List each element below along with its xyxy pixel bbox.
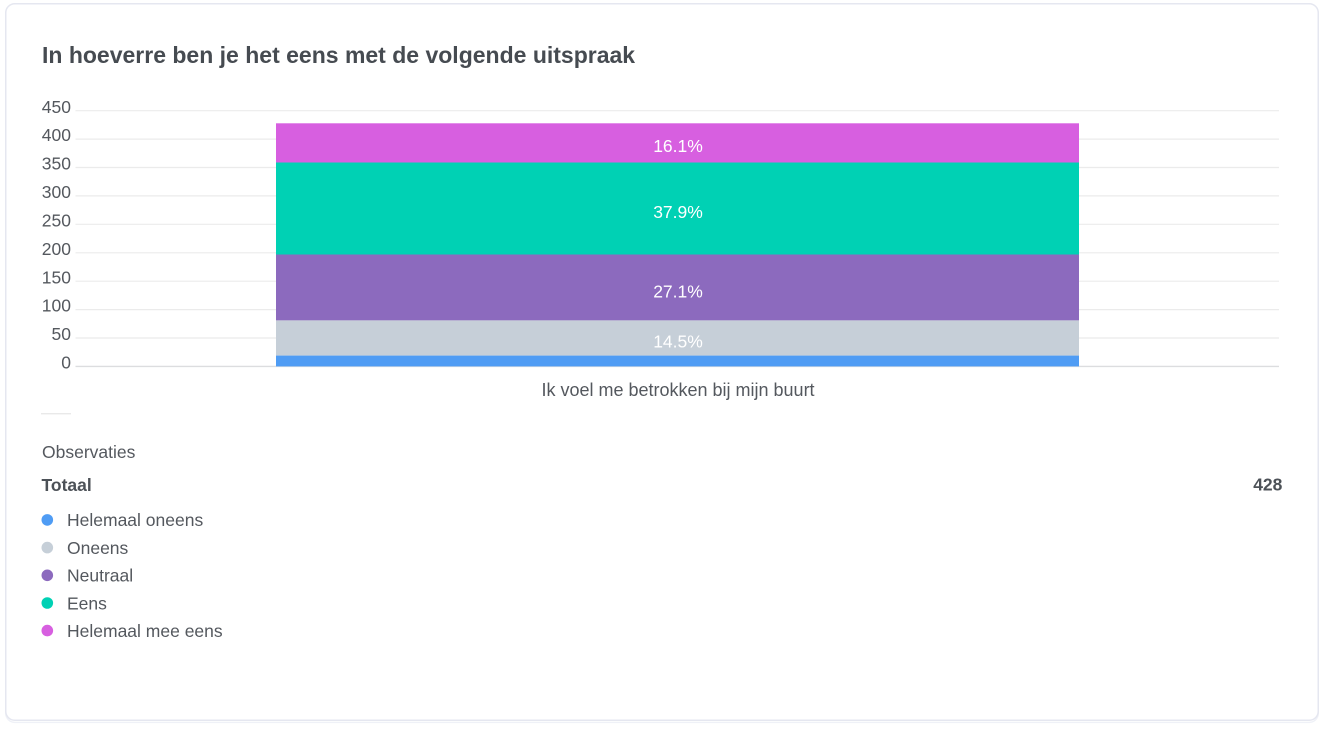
svg-text:16.1%: 16.1% [653, 136, 703, 156]
svg-text:37.9%: 37.9% [653, 202, 703, 222]
svg-text:Ik voel me betrokken bij mijn: Ik voel me betrokken bij mijn buurt [541, 380, 814, 400]
svg-text:350: 350 [42, 154, 71, 174]
svg-text:300: 300 [42, 182, 71, 202]
svg-text:Oneens: Oneens [67, 538, 129, 558]
svg-text:450: 450 [42, 97, 71, 117]
svg-text:50: 50 [52, 324, 72, 344]
svg-text:Totaal: Totaal [42, 475, 92, 495]
svg-text:428: 428 [1253, 475, 1282, 495]
svg-text:250: 250 [42, 210, 71, 230]
svg-text:14.5%: 14.5% [653, 331, 703, 351]
svg-text:Observaties: Observaties [42, 442, 136, 462]
svg-text:100: 100 [42, 296, 71, 316]
svg-text:In hoeverre ben je het eens me: In hoeverre ben je het eens met de volge… [42, 42, 635, 68]
svg-text:Helemaal oneens: Helemaal oneens [67, 510, 203, 530]
svg-text:400: 400 [42, 125, 71, 145]
svg-text:0: 0 [61, 353, 71, 373]
svg-text:Neutraal: Neutraal [67, 566, 133, 586]
svg-text:200: 200 [42, 239, 71, 259]
svg-text:150: 150 [42, 267, 71, 287]
svg-text:27.1%: 27.1% [653, 281, 703, 301]
svg-text:Helemaal mee eens: Helemaal mee eens [67, 621, 223, 641]
svg-text:Eens: Eens [67, 593, 107, 613]
